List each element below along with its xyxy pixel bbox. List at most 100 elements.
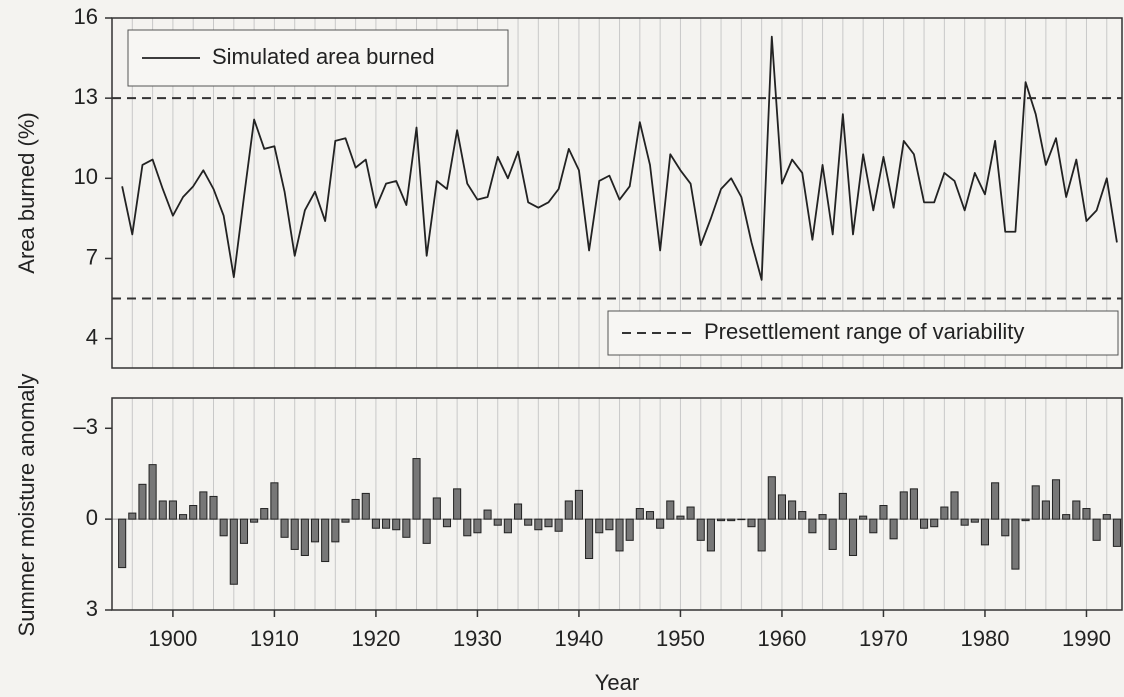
bar: [950, 491, 959, 520]
bar: [1051, 479, 1061, 520]
bar: [442, 518, 452, 528]
x-axis-label: Year: [595, 670, 639, 695]
bar: [513, 503, 523, 520]
bar: [179, 514, 188, 520]
bar: [727, 518, 736, 522]
bar: [310, 518, 320, 543]
bar: [168, 500, 177, 520]
bar: [788, 500, 797, 520]
y-tick-label: 13: [74, 84, 98, 109]
bar: [585, 518, 594, 560]
bar: [351, 498, 360, 520]
bar: [118, 518, 127, 569]
bar: [899, 491, 908, 520]
bar: [1062, 514, 1071, 520]
bar: [716, 518, 726, 522]
bar: [199, 491, 208, 520]
x-tick-label: 1900: [148, 626, 197, 651]
bar: [270, 482, 279, 520]
bar: [361, 492, 370, 520]
bar: [503, 518, 512, 534]
bar: [564, 500, 573, 520]
bar: [290, 518, 299, 550]
x-tick-label: 1990: [1062, 626, 1111, 651]
bar: [940, 506, 949, 520]
bar: [412, 458, 421, 520]
bar: [209, 495, 218, 520]
bar: [869, 518, 878, 534]
bar: [1031, 485, 1040, 520]
bar: [1092, 518, 1101, 541]
bar: [767, 476, 776, 520]
legend-box: [607, 310, 1119, 356]
bar: [625, 518, 634, 541]
bar: [706, 518, 715, 552]
legend-label: Simulated area burned: [212, 44, 435, 69]
bar: [1112, 518, 1121, 547]
plot-frame: [111, 17, 1123, 369]
bar: [534, 518, 543, 531]
bar: [838, 492, 847, 520]
bar: [909, 488, 918, 520]
bar: [991, 482, 1000, 520]
y-axis-label: Summer moisture anomaly: [14, 374, 39, 637]
y-tick-label: –3: [74, 414, 98, 439]
bar: [138, 483, 147, 520]
x-tick-label: 1910: [250, 626, 299, 651]
y-tick-label: 0: [86, 505, 98, 530]
bar: [128, 512, 137, 520]
bar: [889, 518, 898, 540]
bar: [777, 494, 787, 520]
bar: [1041, 500, 1050, 520]
bar: [544, 518, 553, 528]
bar: [1072, 500, 1081, 520]
legend-label: Presettlement range of variability: [704, 319, 1024, 344]
plot-frame: [111, 397, 1123, 611]
bar: [300, 518, 309, 556]
bar: [280, 518, 289, 538]
y-tick-label: 10: [74, 164, 98, 189]
bar: [229, 518, 238, 585]
bar: [524, 518, 533, 526]
bar: [798, 511, 807, 520]
bar: [696, 518, 705, 541]
bar: [574, 489, 583, 520]
bar: [960, 518, 969, 526]
bar: [158, 500, 167, 520]
y-tick-label: 4: [86, 324, 98, 349]
x-tick-label: 1950: [656, 626, 705, 651]
bar: [656, 518, 665, 529]
bar: [402, 518, 411, 538]
bar: [432, 497, 441, 520]
bar: [260, 508, 269, 520]
bar: [371, 518, 380, 529]
bar: [493, 518, 502, 526]
x-tick-label: 1920: [351, 626, 400, 651]
bar: [463, 518, 472, 537]
bar: [808, 518, 817, 534]
bar: [980, 518, 990, 546]
bar: [483, 509, 492, 520]
bar: [1001, 518, 1010, 537]
bar: [239, 518, 249, 544]
bar: [879, 505, 888, 520]
y-axis-label: Area burned (%): [14, 112, 39, 273]
x-tick-label: 1970: [859, 626, 908, 651]
bar: [148, 464, 157, 520]
bar: [747, 518, 756, 528]
bar: [686, 506, 695, 520]
x-tick-label: 1980: [960, 626, 1009, 651]
bar: [818, 514, 827, 520]
bar: [970, 518, 979, 523]
bar: [676, 515, 685, 520]
bar: [595, 518, 604, 534]
bar: [1102, 514, 1111, 520]
bar: [848, 518, 858, 556]
bar: [1011, 518, 1020, 570]
bar: [219, 518, 228, 537]
bar: [422, 518, 431, 544]
bar: [554, 518, 563, 532]
y-tick-label: 16: [74, 4, 98, 29]
data-line: [121, 35, 1118, 281]
